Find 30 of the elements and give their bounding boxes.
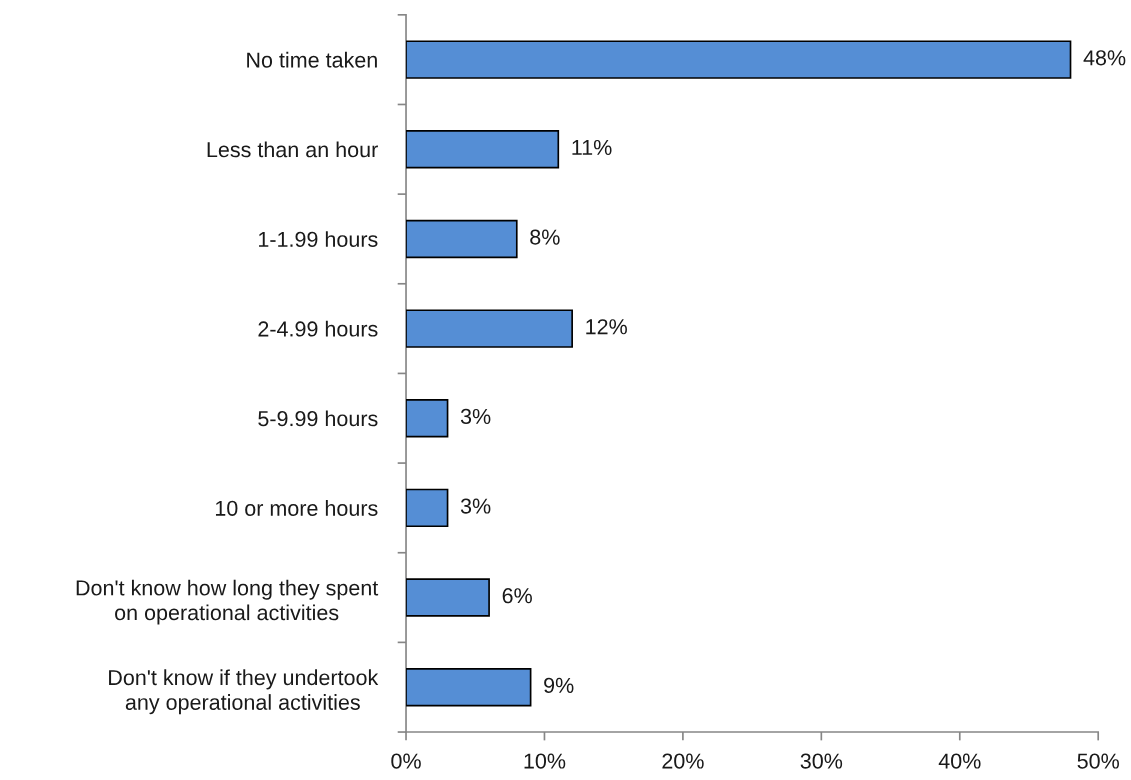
y-tick-label: 1-1.99 hours xyxy=(259,231,378,247)
data-label: 48% xyxy=(1083,50,1126,66)
bar xyxy=(406,219,518,259)
y-tick-label: No time taken xyxy=(247,51,377,68)
y-tick-label: Less than an hour xyxy=(207,141,378,158)
bar xyxy=(406,488,449,528)
x-tick-label: 50% xyxy=(1077,753,1119,769)
data-label: 8% xyxy=(530,229,560,245)
x-tick-label: 40% xyxy=(938,753,981,769)
x-tick-label: 30% xyxy=(800,753,843,769)
bar xyxy=(406,578,490,617)
y-tick-label: 10 or more hours xyxy=(215,500,378,516)
data-label: 6% xyxy=(502,588,532,604)
data-label: 11% xyxy=(572,139,612,155)
y-tick-label: Don't know if they undertook any operational activities xyxy=(109,669,379,715)
y-tick-label: 5-9.99 hours xyxy=(258,410,378,427)
data-label: 9% xyxy=(544,677,574,693)
data-label: 12% xyxy=(586,319,627,335)
bar xyxy=(406,130,560,169)
x-tick-label: 10% xyxy=(524,753,566,769)
data-label: 3% xyxy=(460,408,491,425)
y-tick-label: Don't know how long they spent on operational activities xyxy=(76,579,379,625)
y-tick-label: 2-4.99 hours xyxy=(258,320,378,337)
x-tick-label: 0% xyxy=(391,753,421,769)
bar xyxy=(406,309,573,348)
x-tick-label: 20% xyxy=(662,753,704,769)
bar xyxy=(406,40,1072,79)
bar xyxy=(406,399,449,438)
data-label: 3% xyxy=(460,498,491,514)
bar xyxy=(406,667,532,707)
